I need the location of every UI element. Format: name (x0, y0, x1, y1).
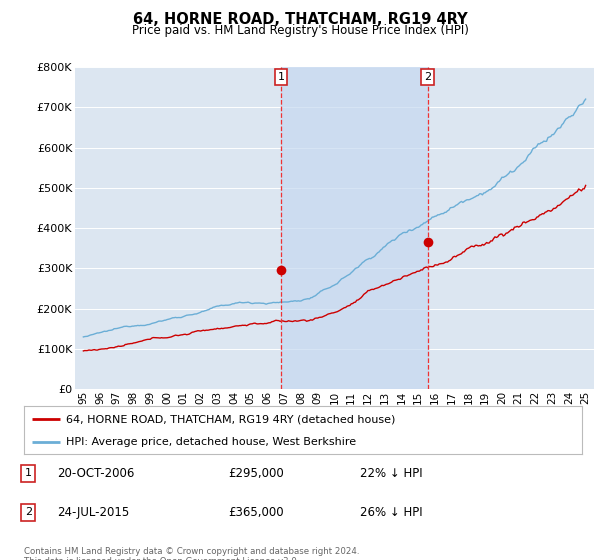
Text: 2: 2 (25, 507, 32, 517)
Text: 1: 1 (277, 72, 284, 82)
Text: HPI: Average price, detached house, West Berkshire: HPI: Average price, detached house, West… (66, 437, 356, 447)
Text: 64, HORNE ROAD, THATCHAM, RG19 4RY (detached house): 64, HORNE ROAD, THATCHAM, RG19 4RY (deta… (66, 414, 395, 424)
Text: 1: 1 (25, 468, 32, 478)
Text: £295,000: £295,000 (228, 466, 284, 480)
Text: 20-OCT-2006: 20-OCT-2006 (57, 466, 134, 480)
Bar (281, 67, 428, 389)
Text: £365,000: £365,000 (228, 506, 284, 519)
Text: 24-JUL-2015: 24-JUL-2015 (57, 506, 129, 519)
Text: 26% ↓ HPI: 26% ↓ HPI (360, 506, 422, 519)
Text: Contains HM Land Registry data © Crown copyright and database right 2024.
This d: Contains HM Land Registry data © Crown c… (24, 547, 359, 560)
Text: 22% ↓ HPI: 22% ↓ HPI (360, 466, 422, 480)
Text: 64, HORNE ROAD, THATCHAM, RG19 4RY: 64, HORNE ROAD, THATCHAM, RG19 4RY (133, 12, 467, 27)
Text: 2: 2 (424, 72, 431, 82)
Text: Price paid vs. HM Land Registry's House Price Index (HPI): Price paid vs. HM Land Registry's House … (131, 24, 469, 36)
